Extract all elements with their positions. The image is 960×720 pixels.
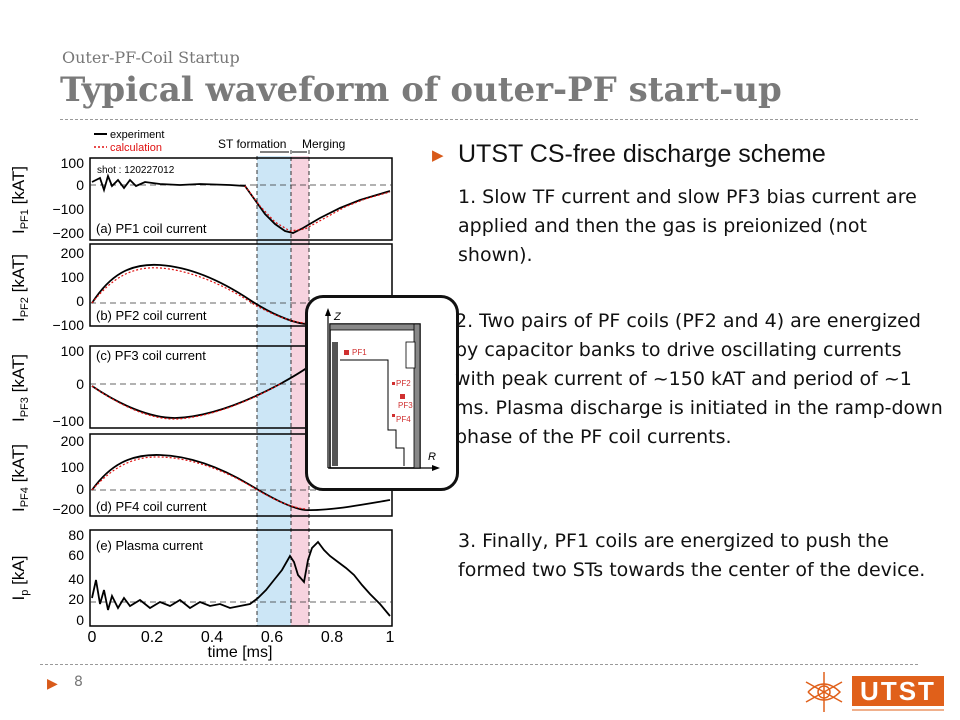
page-number: 8 <box>74 674 83 690</box>
tick-a-100: 100 <box>61 155 85 171</box>
xtick-02: 0.2 <box>141 629 163 646</box>
inset-pf1: PF1 <box>352 348 367 357</box>
pf2-experiment-trace <box>91 263 306 325</box>
legend-experiment: experiment <box>110 129 164 141</box>
ylabel-plasma: Ip [kA] <box>9 556 31 601</box>
step-3-text: 3. Finally, PF1 coils are energized to p… <box>458 530 926 581</box>
x-axis-label: time [ms] <box>208 644 273 661</box>
panel-a: (a) PF1 coil current shot : 120227012 ex… <box>52 129 393 241</box>
slide-subtitle: Outer-PF-Coil Startup <box>62 48 240 67</box>
plasma-current-trace <box>91 540 391 617</box>
inset-pf2: PF2 <box>396 379 411 388</box>
tick-d-0: 0 <box>76 481 84 497</box>
svg-text:UTST: UTST <box>860 676 936 706</box>
bullet-arrow-icon: ▶ <box>432 146 444 164</box>
inset-pf4: PF4 <box>396 415 411 424</box>
footer-divider <box>40 664 918 665</box>
shot-label: shot : 120227012 <box>97 165 175 176</box>
inset-pf3: PF3 <box>398 401 413 410</box>
tick-e-40: 40 <box>68 571 84 587</box>
ylabel-pf1: IPF1 [kAT] <box>9 166 31 234</box>
tick-a-m200: −200 <box>52 225 84 241</box>
ylabel-pf4: IPF4 [kAT] <box>9 444 31 512</box>
tick-b-m100: −100 <box>52 317 84 333</box>
xtick-08: 0.8 <box>321 629 343 646</box>
tick-b-0: 0 <box>76 293 84 309</box>
formation-band <box>257 156 291 626</box>
header-divider <box>60 119 918 120</box>
tick-c-100: 100 <box>61 343 85 359</box>
xtick-0: 0 <box>88 629 97 646</box>
step-2-text: 2. Two pairs of PF coils (PF2 and 4) are… <box>455 310 943 448</box>
xtick-06: 0.6 <box>261 629 283 646</box>
legend-calculation: calculation <box>110 142 162 154</box>
ylabel-pf2: IPF2 [kAT] <box>9 254 31 322</box>
tick-e-0: 0 <box>76 612 84 628</box>
panel-c: (c) PF3 coil current 100 0 −100 <box>52 343 393 429</box>
tick-e-60: 60 <box>68 547 84 563</box>
device-schematic: Z R PF1 PF2 PF3 PF4 <box>325 308 440 471</box>
tick-c-m100: −100 <box>52 413 84 429</box>
pf3-experiment-trace <box>91 361 316 419</box>
tick-d-200: 200 <box>61 433 85 449</box>
step-1-text: 1. Slow TF current and slow PF3 bias cur… <box>458 186 917 266</box>
pf1-calculation-trace <box>244 185 391 232</box>
inset-r-label: R <box>428 451 436 463</box>
panel-e: (e) Plasma current 80 60 40 20 0 <box>68 527 393 628</box>
tick-b-100: 100 <box>61 269 85 285</box>
tick-d-m200: −200 <box>52 501 84 517</box>
tick-a-m100: −100 <box>52 201 84 217</box>
scheme-heading: UTST CS-free discharge scheme <box>458 140 826 168</box>
tick-d-100: 100 <box>61 459 85 475</box>
phase-merging-label: Merging <box>302 137 345 151</box>
slide-title: Typical waveform of outer-PF start-up <box>60 70 782 110</box>
panel-e-label: (e) Plasma current <box>96 538 203 553</box>
phase-formation-label: ST formation <box>218 137 286 151</box>
device-schematic-inset: Z R PF1 PF2 PF3 PF4 <box>305 295 459 491</box>
panel-b: (b) PF2 coil current 200 100 0 −100 <box>52 243 393 333</box>
inset-z-label: Z <box>333 311 342 323</box>
ylabel-pf3: IPF3 [kAT] <box>9 354 31 422</box>
pf2-calculation-trace <box>91 267 306 324</box>
waveform-figure: ST formation Merging (a) PF1 coil curren… <box>9 129 395 661</box>
xtick-1: 1 <box>386 629 395 646</box>
panel-a-label: (a) PF1 coil current <box>96 221 207 236</box>
utst-logo: UTST <box>805 672 944 712</box>
panel-d-label: (d) PF4 coil current <box>96 499 207 514</box>
panel-b-label: (b) PF2 coil current <box>96 308 207 323</box>
tick-a-0: 0 <box>76 177 84 193</box>
footer-arrow-icon: ▶ <box>47 676 58 692</box>
tick-e-80: 80 <box>68 527 84 543</box>
pf3-calculation-trace <box>91 382 283 420</box>
panel-d: (d) PF4 coil current 200 100 0 −200 <box>52 433 393 517</box>
tick-e-20: 20 <box>68 591 84 607</box>
panel-c-label: (c) PF3 coil current <box>96 348 206 363</box>
tick-b-200: 200 <box>61 245 85 261</box>
tick-c-0: 0 <box>76 376 84 392</box>
xtick-04: 0.4 <box>201 629 223 646</box>
pf1-experiment-trace <box>91 173 391 234</box>
